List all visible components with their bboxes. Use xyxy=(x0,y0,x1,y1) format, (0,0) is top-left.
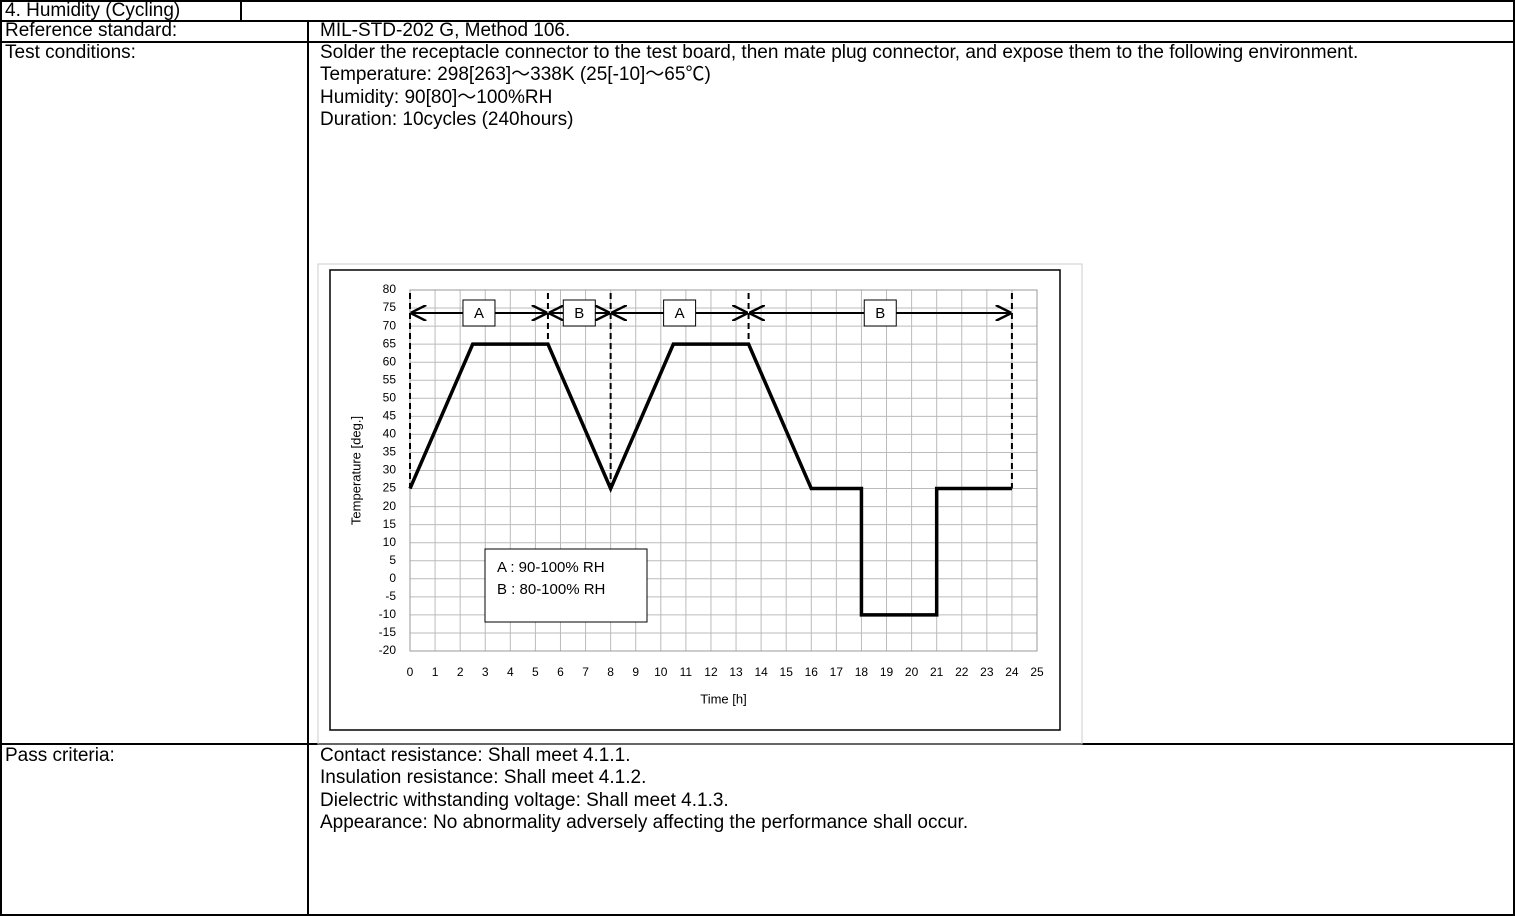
border xyxy=(0,20,1515,22)
x-tick-label: 0 xyxy=(407,665,414,679)
border xyxy=(307,20,309,916)
border xyxy=(0,41,1515,43)
x-tick-label: 24 xyxy=(1005,665,1019,679)
row-label: Pass criteria: xyxy=(5,745,115,766)
y-tick-label: 75 xyxy=(383,300,397,314)
x-tick-label: 3 xyxy=(482,665,489,679)
y-tick-label: 25 xyxy=(383,481,397,495)
x-tick-label: 7 xyxy=(582,665,589,679)
y-tick-label: 60 xyxy=(383,354,397,368)
x-tick-label: 11 xyxy=(680,665,693,679)
x-tick-label: 17 xyxy=(830,665,844,679)
row-label: Test conditions: xyxy=(5,42,136,63)
border xyxy=(0,914,1515,916)
row-text: MIL-STD-202 G, Method 106. xyxy=(320,20,571,41)
row-text: Dielectric withstanding voltage: Shall m… xyxy=(320,789,729,811)
y-tick-label: 70 xyxy=(383,318,397,332)
x-tick-label: 23 xyxy=(980,665,994,679)
legend-box xyxy=(484,548,648,623)
region-label-box xyxy=(663,299,697,327)
x-tick-label: 21 xyxy=(930,665,944,679)
chart-area xyxy=(329,269,1061,731)
x-tick-label: 22 xyxy=(955,665,969,679)
y-tick-label: 10 xyxy=(383,535,397,549)
y-axis-label: Temperature [deg.] xyxy=(348,416,363,525)
x-axis-label: Time [h] xyxy=(700,691,746,706)
section-title: 4. Humidity (Cycling) xyxy=(5,0,181,21)
y-tick-label: 50 xyxy=(383,390,397,404)
y-tick-label: 65 xyxy=(383,336,397,350)
x-tick-label: 9 xyxy=(632,665,639,679)
row-text: Appearance: No abnormality adversely aff… xyxy=(320,812,969,834)
row-text: Contact resistance: Shall meet 4.1.1. xyxy=(320,745,631,766)
y-tick-label: 80 xyxy=(383,282,397,296)
x-tick-label: 1 xyxy=(432,665,439,679)
legend-text: A : 90-100% RH xyxy=(497,559,605,576)
row-label: Reference standard: xyxy=(5,20,178,41)
x-tick-label: 2 xyxy=(457,665,464,679)
region-label-box xyxy=(462,299,496,327)
y-tick-label: -5 xyxy=(385,589,396,603)
x-tick-label: 5 xyxy=(532,665,539,679)
x-tick-label: 18 xyxy=(855,665,869,679)
border xyxy=(1513,0,1515,916)
border xyxy=(240,0,242,21)
y-tick-label: 35 xyxy=(383,445,397,459)
region-label: B xyxy=(574,305,584,322)
x-tick-label: 6 xyxy=(557,665,564,679)
legend-text: B : 80-100% RH xyxy=(497,581,605,598)
border xyxy=(0,0,2,916)
y-tick-label: 20 xyxy=(383,499,397,513)
y-tick-label: 45 xyxy=(383,409,397,423)
y-tick-label: 15 xyxy=(383,517,397,531)
y-tick-label: 5 xyxy=(389,553,396,567)
x-tick-label: 12 xyxy=(704,665,718,679)
x-tick-label: 20 xyxy=(905,665,919,679)
x-tick-label: 16 xyxy=(805,665,819,679)
y-tick-label: -20 xyxy=(379,643,397,657)
x-tick-label: 4 xyxy=(507,665,514,679)
y-tick-label: 30 xyxy=(383,463,397,477)
border xyxy=(0,0,1515,2)
x-tick-label: 25 xyxy=(1030,665,1044,679)
x-tick-label: 15 xyxy=(780,665,794,679)
y-tick-label: -10 xyxy=(379,607,397,621)
x-tick-label: 13 xyxy=(729,665,743,679)
region-label: A xyxy=(474,305,484,322)
x-tick-label: 14 xyxy=(754,665,768,679)
region-label-box xyxy=(863,299,897,327)
y-tick-label: 55 xyxy=(383,372,397,386)
region-label: A xyxy=(675,305,685,322)
row-text: Solder the receptacle connector to the t… xyxy=(320,42,1359,63)
y-tick-label: -15 xyxy=(379,625,397,639)
x-tick-label: 10 xyxy=(654,665,668,679)
row-text: Temperature: 298[263]～338K (25[-10]～65℃) xyxy=(320,64,711,86)
y-tick-label: 0 xyxy=(389,571,396,585)
row-text: Humidity: 90[80]～100%RH xyxy=(320,86,553,108)
x-tick-label: 8 xyxy=(607,665,614,679)
y-tick-label: 40 xyxy=(383,427,397,441)
region-label-box xyxy=(562,299,596,327)
plot-border xyxy=(409,289,1038,652)
chart-frame xyxy=(317,263,1083,745)
region-label: B xyxy=(875,305,885,322)
temperature-line xyxy=(408,342,1012,617)
row-text: Insulation resistance: Shall meet 4.1.2. xyxy=(320,767,647,789)
x-tick-label: 19 xyxy=(880,665,894,679)
row-text: Duration: 10cycles (240hours) xyxy=(320,109,574,131)
